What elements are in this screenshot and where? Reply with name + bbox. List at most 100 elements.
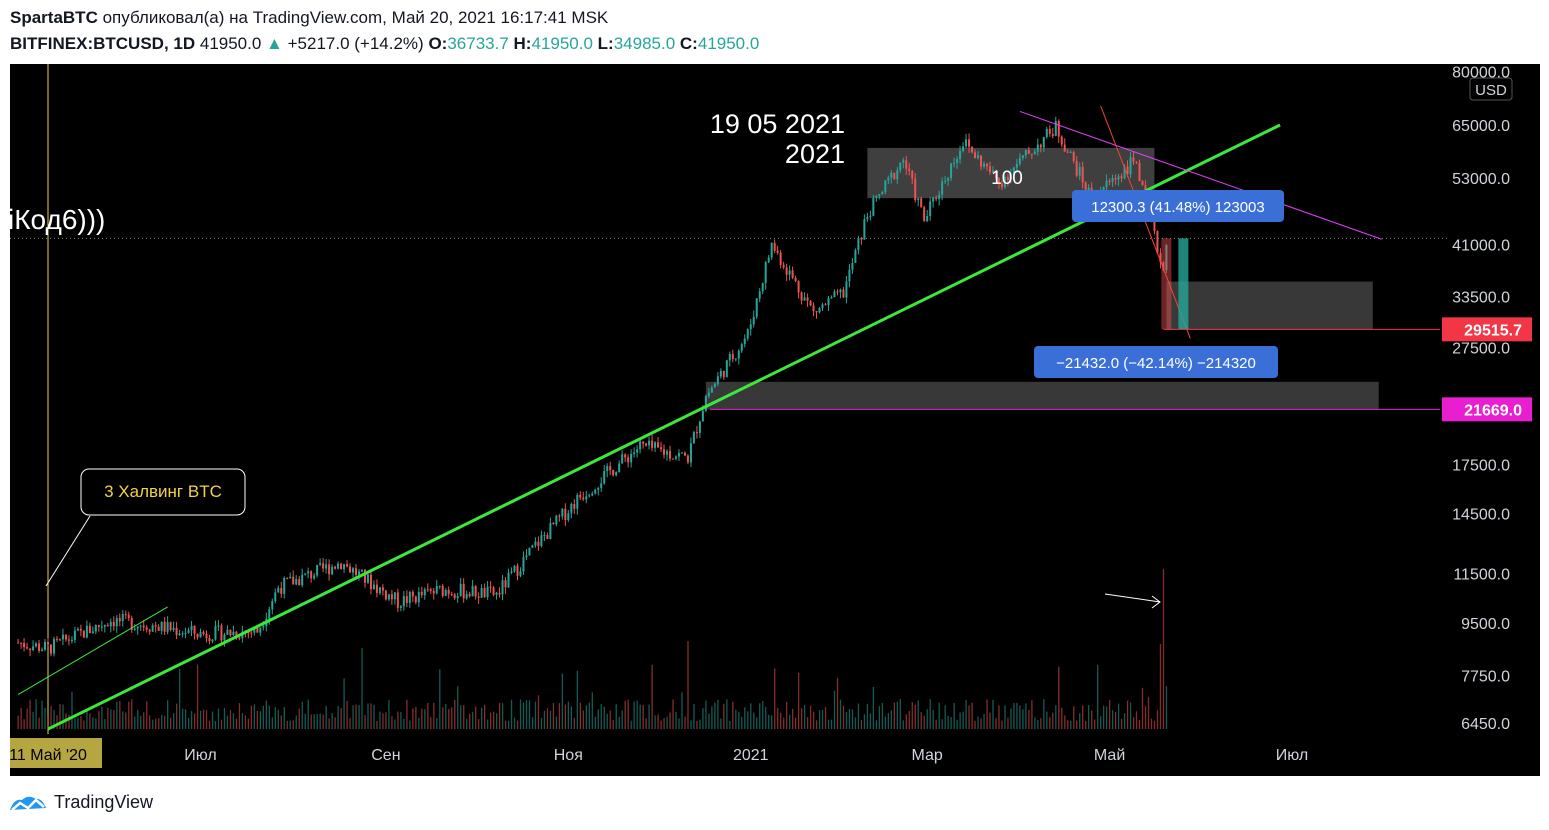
volume-bar xyxy=(777,707,779,729)
candle-body xyxy=(38,643,41,651)
candle-body xyxy=(286,577,289,579)
candle-body xyxy=(731,354,734,360)
candle-body xyxy=(534,541,537,546)
author-name[interactable]: SpartaBTC xyxy=(10,8,98,27)
volume-bar xyxy=(337,705,339,729)
volume-bar xyxy=(726,699,728,729)
candle-body xyxy=(465,594,468,599)
volume-bar xyxy=(400,711,402,729)
candle-body xyxy=(130,618,133,630)
volume-bar xyxy=(164,715,166,729)
volume-bar xyxy=(412,708,414,729)
volume-bar xyxy=(956,719,958,729)
price-chart[interactable]: 80000.0 65000.0 53000.0 41000.0 33500.0 27500… xyxy=(8,64,1540,776)
candle-body xyxy=(585,496,588,500)
candle-body xyxy=(1138,163,1141,182)
volume-bar xyxy=(235,718,238,729)
candle-body xyxy=(355,568,358,575)
candle-body xyxy=(884,180,887,193)
candle-body xyxy=(247,632,250,634)
candle-body xyxy=(1057,121,1060,137)
candle-body xyxy=(713,383,716,388)
volume-bar xyxy=(687,641,689,729)
volume-bar xyxy=(1085,720,1087,729)
x-tick-label: Июл xyxy=(1276,747,1308,764)
volume-bar xyxy=(705,700,707,729)
candle-body xyxy=(920,198,923,208)
volume-bar xyxy=(184,709,187,729)
volume-bar xyxy=(1162,569,1165,729)
callout-pointer xyxy=(45,515,91,587)
candle-body xyxy=(818,308,821,313)
volume-bar xyxy=(349,718,351,729)
volume-bar xyxy=(789,714,791,729)
volume-bar xyxy=(606,713,608,729)
candle-body xyxy=(178,633,181,636)
x-tick-label: Мар xyxy=(912,747,943,764)
candle-body xyxy=(35,643,38,647)
candle-body xyxy=(417,591,420,603)
candle-body xyxy=(139,625,142,627)
candle-body xyxy=(1159,253,1162,263)
volume-bar xyxy=(388,700,390,729)
candle-body xyxy=(1012,167,1015,174)
volume-bar xyxy=(489,712,492,729)
candle-body xyxy=(755,298,758,317)
candle-body xyxy=(378,587,381,594)
volume-bar xyxy=(325,705,327,729)
high-value: 41950.0 xyxy=(531,34,593,53)
volume-bar xyxy=(352,705,354,729)
candle-body xyxy=(310,571,313,579)
volume-bar xyxy=(848,708,851,729)
volume-bar xyxy=(439,669,441,729)
candle-body xyxy=(393,592,396,600)
volume-bar xyxy=(56,715,58,729)
volume-bar xyxy=(1120,718,1123,729)
volume-bar xyxy=(319,713,321,729)
volume-bar xyxy=(519,699,522,729)
footer-brand[interactable]: TradingView xyxy=(54,791,154,812)
volume-bar xyxy=(525,700,528,729)
candle-body xyxy=(812,305,815,312)
volume-bar xyxy=(373,704,375,729)
candle-body xyxy=(157,626,160,631)
volume-bar xyxy=(983,713,985,729)
candle-body xyxy=(985,163,988,167)
candle-body xyxy=(1075,161,1078,176)
volume-bar xyxy=(824,707,827,729)
candle-body xyxy=(151,625,154,632)
volume-bar xyxy=(1129,702,1132,729)
volume-bar xyxy=(860,719,863,729)
open-label: O: xyxy=(428,34,448,53)
candle-body xyxy=(414,596,417,603)
chart-area[interactable]: 80000.0 65000.0 53000.0 41000.0 33500.0 27500… xyxy=(8,64,1540,776)
volume-bar xyxy=(669,712,671,729)
candle-body xyxy=(746,329,749,339)
candle-body xyxy=(88,625,91,634)
volume-bar xyxy=(1025,703,1027,729)
candle-body xyxy=(734,358,737,360)
volume-bar xyxy=(1114,711,1117,729)
candle-body xyxy=(887,177,890,181)
volume-bar xyxy=(783,717,785,729)
volume-bar xyxy=(1013,702,1015,729)
candle-body xyxy=(340,563,343,570)
volume-bar xyxy=(759,703,761,729)
volume-bar xyxy=(298,708,300,729)
candle-body xyxy=(124,614,127,616)
volume-bar xyxy=(938,702,940,729)
volume-bar xyxy=(155,718,157,729)
volume-bar xyxy=(116,701,118,729)
candle-body xyxy=(773,243,776,251)
volume-bar xyxy=(107,707,109,729)
volume-bar xyxy=(507,720,510,729)
y-tick-label: 9500.0 xyxy=(1461,616,1510,633)
candle-body xyxy=(866,216,869,220)
volume-bar xyxy=(839,699,842,729)
volume-bar xyxy=(684,716,686,729)
volume-bar xyxy=(134,716,136,729)
volume-bar xyxy=(645,718,647,729)
candle-body xyxy=(1105,180,1108,188)
volume-bar xyxy=(738,711,740,729)
candle-body xyxy=(956,159,959,163)
